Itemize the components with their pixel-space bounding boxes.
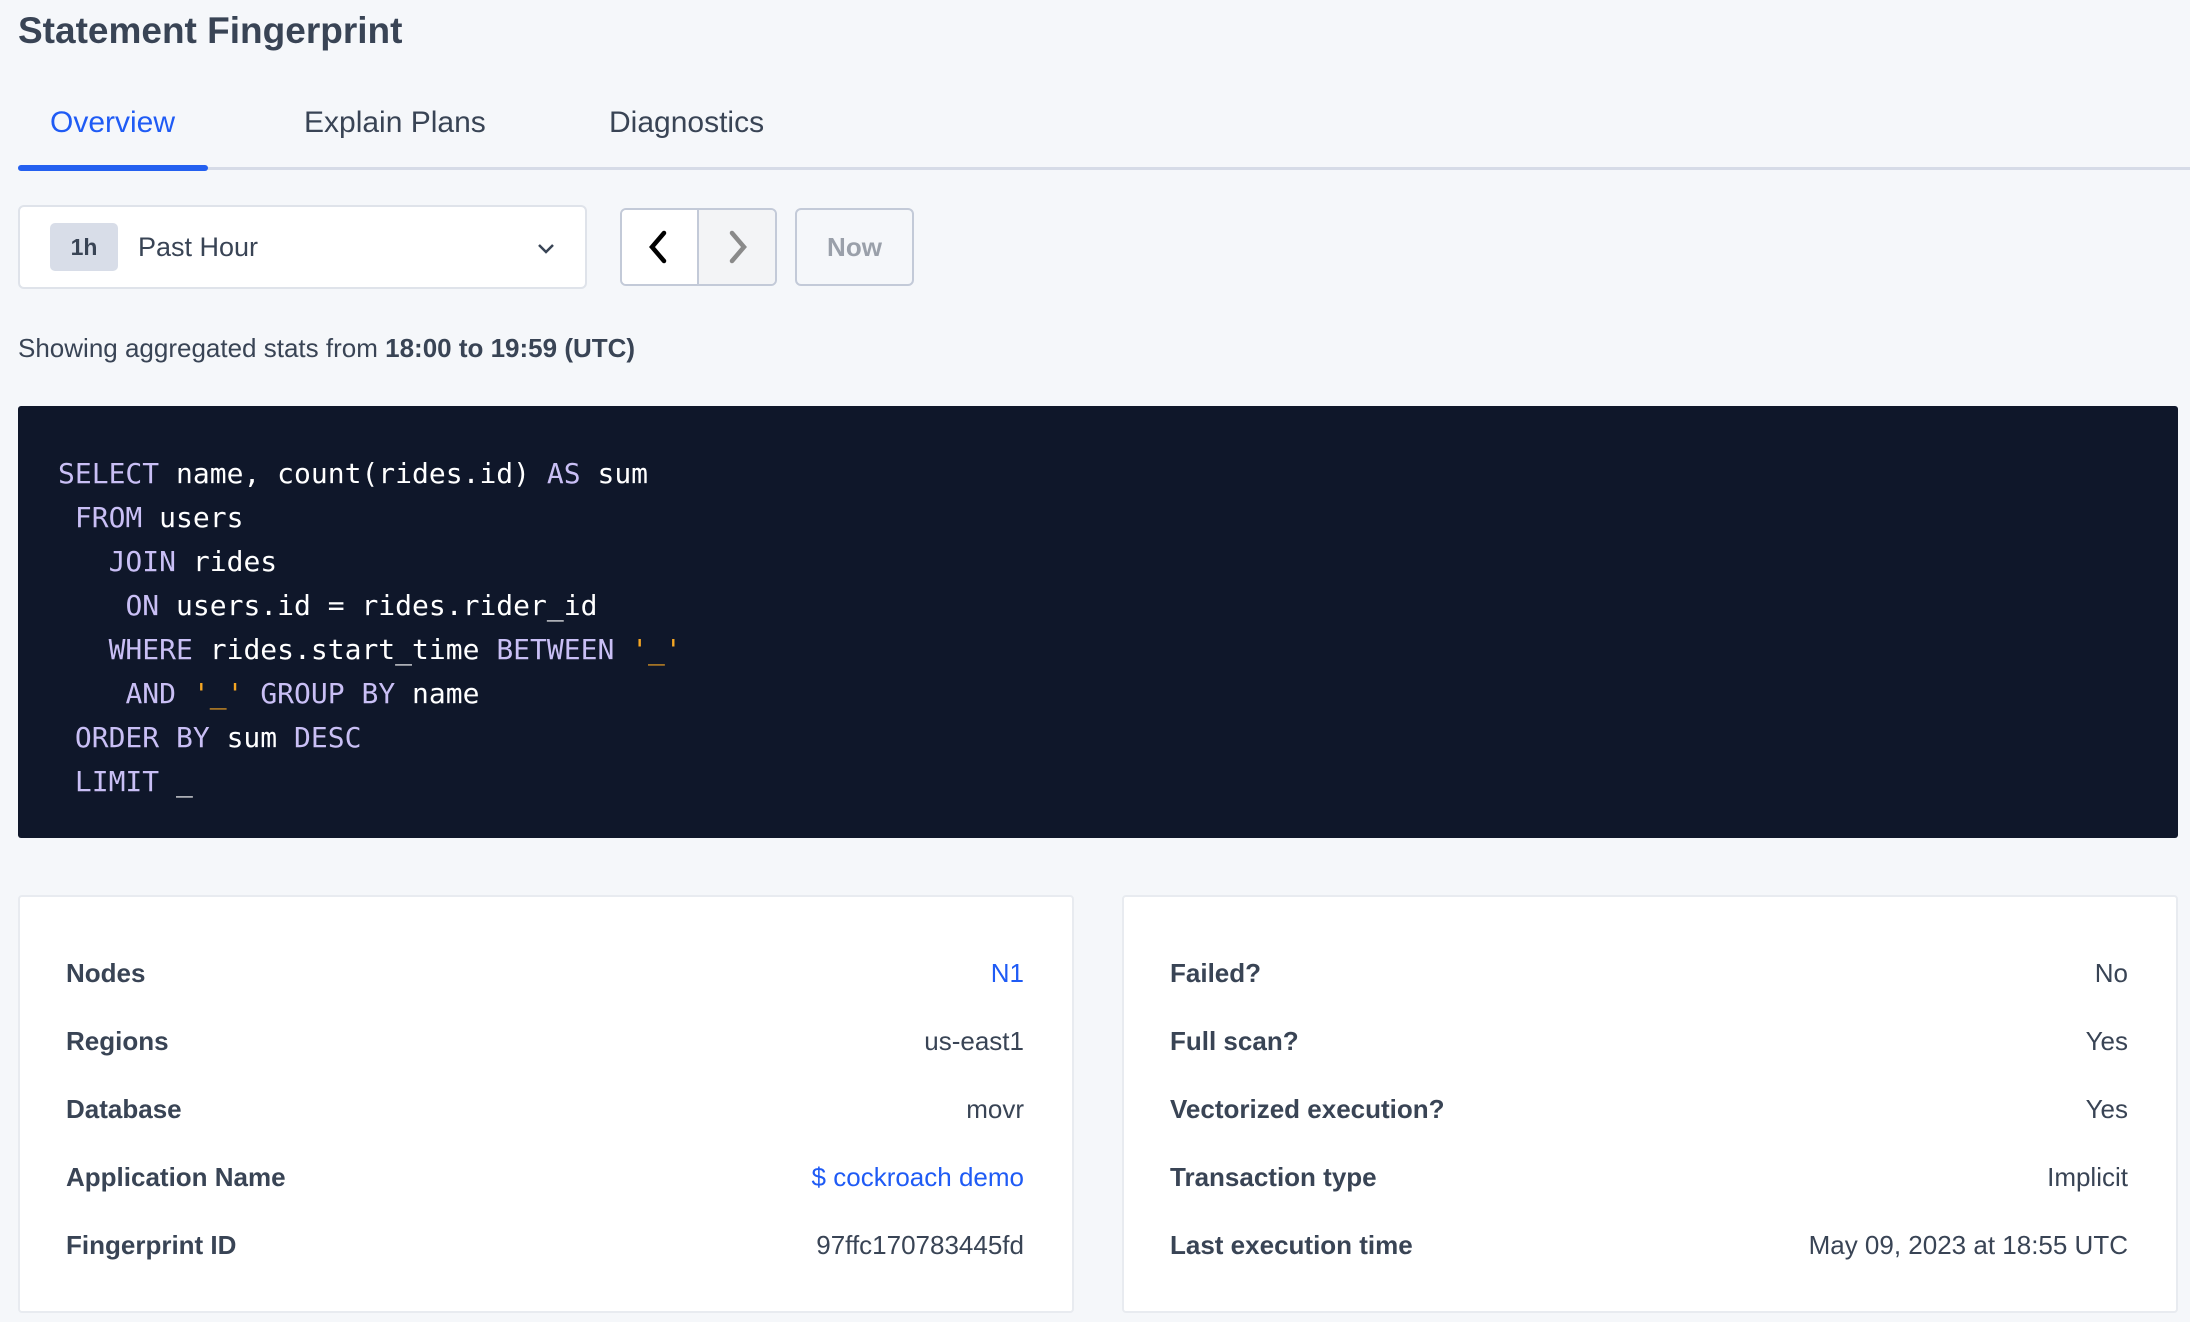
sql-keyword: ORDER BY bbox=[74, 721, 210, 754]
detail-row: Failed? No bbox=[1170, 939, 2128, 1007]
sql-keyword: GROUP BY bbox=[260, 677, 396, 710]
sql-line: SELECT name, count(rides.id) AS sum bbox=[58, 452, 2178, 496]
sql-keyword: AS bbox=[546, 457, 581, 490]
sql-line: ORDER BY sum DESC bbox=[58, 716, 2178, 760]
tab-diagnostics[interactable]: Diagnostics bbox=[609, 106, 765, 139]
detail-label: Vectorized execution? bbox=[1170, 1093, 1445, 1124]
sql-text: name bbox=[395, 677, 480, 710]
detail-row: Last execution time May 09, 2023 at 18:55… bbox=[1170, 1211, 2128, 1279]
sql-statement: SELECT name, count(rides.id) AS sum FROM… bbox=[18, 406, 2178, 838]
detail-value: Yes bbox=[2085, 1093, 2128, 1124]
sql-text bbox=[614, 633, 631, 666]
detail-value: May 09, 2023 at 18:55 UTC bbox=[1808, 1229, 2128, 1260]
detail-link[interactable]: $ cockroach demo bbox=[811, 1161, 1024, 1192]
detail-label: Regions bbox=[66, 1025, 169, 1056]
page-title: Statement Fingerprint bbox=[18, 10, 403, 51]
sql-keyword: FROM bbox=[74, 501, 143, 534]
stats-prefix: Showing aggregated stats from bbox=[18, 333, 386, 363]
sql-keyword: BETWEEN bbox=[496, 633, 615, 666]
sql-text: users bbox=[142, 501, 244, 534]
time-navigation bbox=[620, 208, 777, 286]
detail-label: Nodes bbox=[66, 957, 146, 988]
sql-text bbox=[58, 677, 125, 710]
sql-text bbox=[243, 677, 260, 710]
detail-label: Full scan? bbox=[1170, 1025, 1299, 1056]
detail-label: Last execution time bbox=[1170, 1229, 1413, 1260]
sql-text bbox=[58, 589, 125, 622]
sql-line: ON users.id = rides.rider_id bbox=[58, 584, 2178, 628]
detail-row: Transaction type Implicit bbox=[1170, 1143, 2128, 1211]
detail-value: 97ffc170783445fd bbox=[816, 1229, 1024, 1260]
detail-link[interactable]: N1 bbox=[990, 957, 1024, 988]
detail-row: Regions us-east1 bbox=[66, 1007, 1024, 1075]
chevron-left-icon bbox=[649, 230, 667, 264]
sql-text: rides.start_time bbox=[192, 633, 497, 666]
sql-text: sum bbox=[209, 721, 295, 754]
sql-line: JOIN rides bbox=[58, 540, 2178, 584]
sql-line: FROM users bbox=[58, 496, 2178, 540]
detail-value: Implicit bbox=[2047, 1161, 2128, 1192]
previous-button[interactable] bbox=[622, 210, 699, 284]
sql-line: LIMIT _ bbox=[58, 760, 2178, 804]
sql-keyword: SELECT bbox=[58, 457, 160, 490]
now-button[interactable]: Now bbox=[795, 208, 914, 286]
sql-text bbox=[58, 721, 75, 754]
tab-explain-plans[interactable]: Explain Plans bbox=[304, 106, 486, 139]
tab-divider bbox=[18, 167, 2190, 170]
detail-row: Vectorized execution? Yes bbox=[1170, 1075, 2128, 1143]
sql-text: rides bbox=[176, 545, 278, 578]
sql-string: '_' bbox=[192, 677, 244, 710]
statement-details-card: Nodes N1 Regions us-east1 Database movr Applic… bbox=[18, 895, 1074, 1313]
sql-keyword: ON bbox=[125, 589, 160, 622]
detail-value: Yes bbox=[2085, 1025, 2128, 1056]
detail-value: No bbox=[2094, 957, 2128, 988]
detail-label: Database bbox=[66, 1093, 182, 1124]
time-range-badge: 1h bbox=[50, 223, 118, 271]
chevron-down-icon bbox=[538, 244, 554, 254]
detail-row: Full scan? Yes bbox=[1170, 1007, 2128, 1075]
sql-keyword: JOIN bbox=[108, 545, 177, 578]
sql-text bbox=[58, 765, 75, 798]
sql-text bbox=[176, 677, 193, 710]
tab-overview[interactable]: Overview bbox=[50, 106, 176, 139]
sql-text: sum bbox=[580, 457, 649, 490]
detail-label: Fingerprint ID bbox=[66, 1229, 237, 1260]
detail-row: Fingerprint ID 97ffc170783445fd bbox=[66, 1211, 1024, 1279]
sql-text: name, count(rides.id) bbox=[159, 457, 547, 490]
detail-value: us-east1 bbox=[924, 1025, 1024, 1056]
sql-text bbox=[58, 633, 109, 666]
next-button[interactable] bbox=[698, 210, 775, 284]
chevron-right-icon bbox=[729, 230, 747, 264]
sql-keyword: WHERE bbox=[108, 633, 193, 666]
detail-row: Database movr bbox=[66, 1075, 1024, 1143]
sql-text: users.id = rides.rider_id bbox=[159, 589, 598, 622]
sql-keyword: LIMIT bbox=[74, 765, 160, 798]
sql-text bbox=[58, 501, 75, 534]
active-tab-indicator bbox=[18, 165, 208, 171]
sql-string: '_' bbox=[631, 633, 682, 666]
detail-label: Application Name bbox=[66, 1161, 286, 1192]
sql-text: _ bbox=[159, 765, 193, 798]
detail-value: movr bbox=[966, 1093, 1024, 1124]
detail-row: Application Name $ cockroach demo bbox=[66, 1143, 1024, 1211]
sql-line: WHERE rides.start_time BETWEEN '_' bbox=[58, 628, 2178, 672]
sql-line: AND '_' GROUP BY name bbox=[58, 672, 2178, 716]
sql-keyword: AND bbox=[125, 677, 177, 710]
stats-range: 18:00 to 19:59 (UTC) bbox=[385, 333, 636, 363]
time-range-dropdown[interactable]: 1h Past Hour bbox=[18, 205, 587, 289]
detail-row: Nodes N1 bbox=[66, 939, 1024, 1007]
time-range-label: Past Hour bbox=[138, 231, 259, 262]
sql-text bbox=[58, 545, 109, 578]
detail-label: Transaction type bbox=[1170, 1161, 1377, 1192]
sql-keyword: DESC bbox=[294, 721, 362, 754]
detail-label: Failed? bbox=[1170, 957, 1262, 988]
execution-details-card: Failed? No Full scan? Yes Vectorized executi… bbox=[1122, 895, 2178, 1313]
stats-range-text: Showing aggregated stats from 18:00 to 1… bbox=[18, 333, 635, 364]
